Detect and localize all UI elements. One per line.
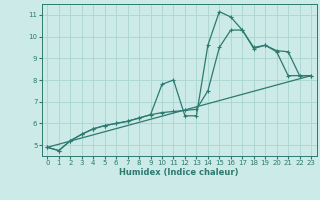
- X-axis label: Humidex (Indice chaleur): Humidex (Indice chaleur): [119, 168, 239, 177]
